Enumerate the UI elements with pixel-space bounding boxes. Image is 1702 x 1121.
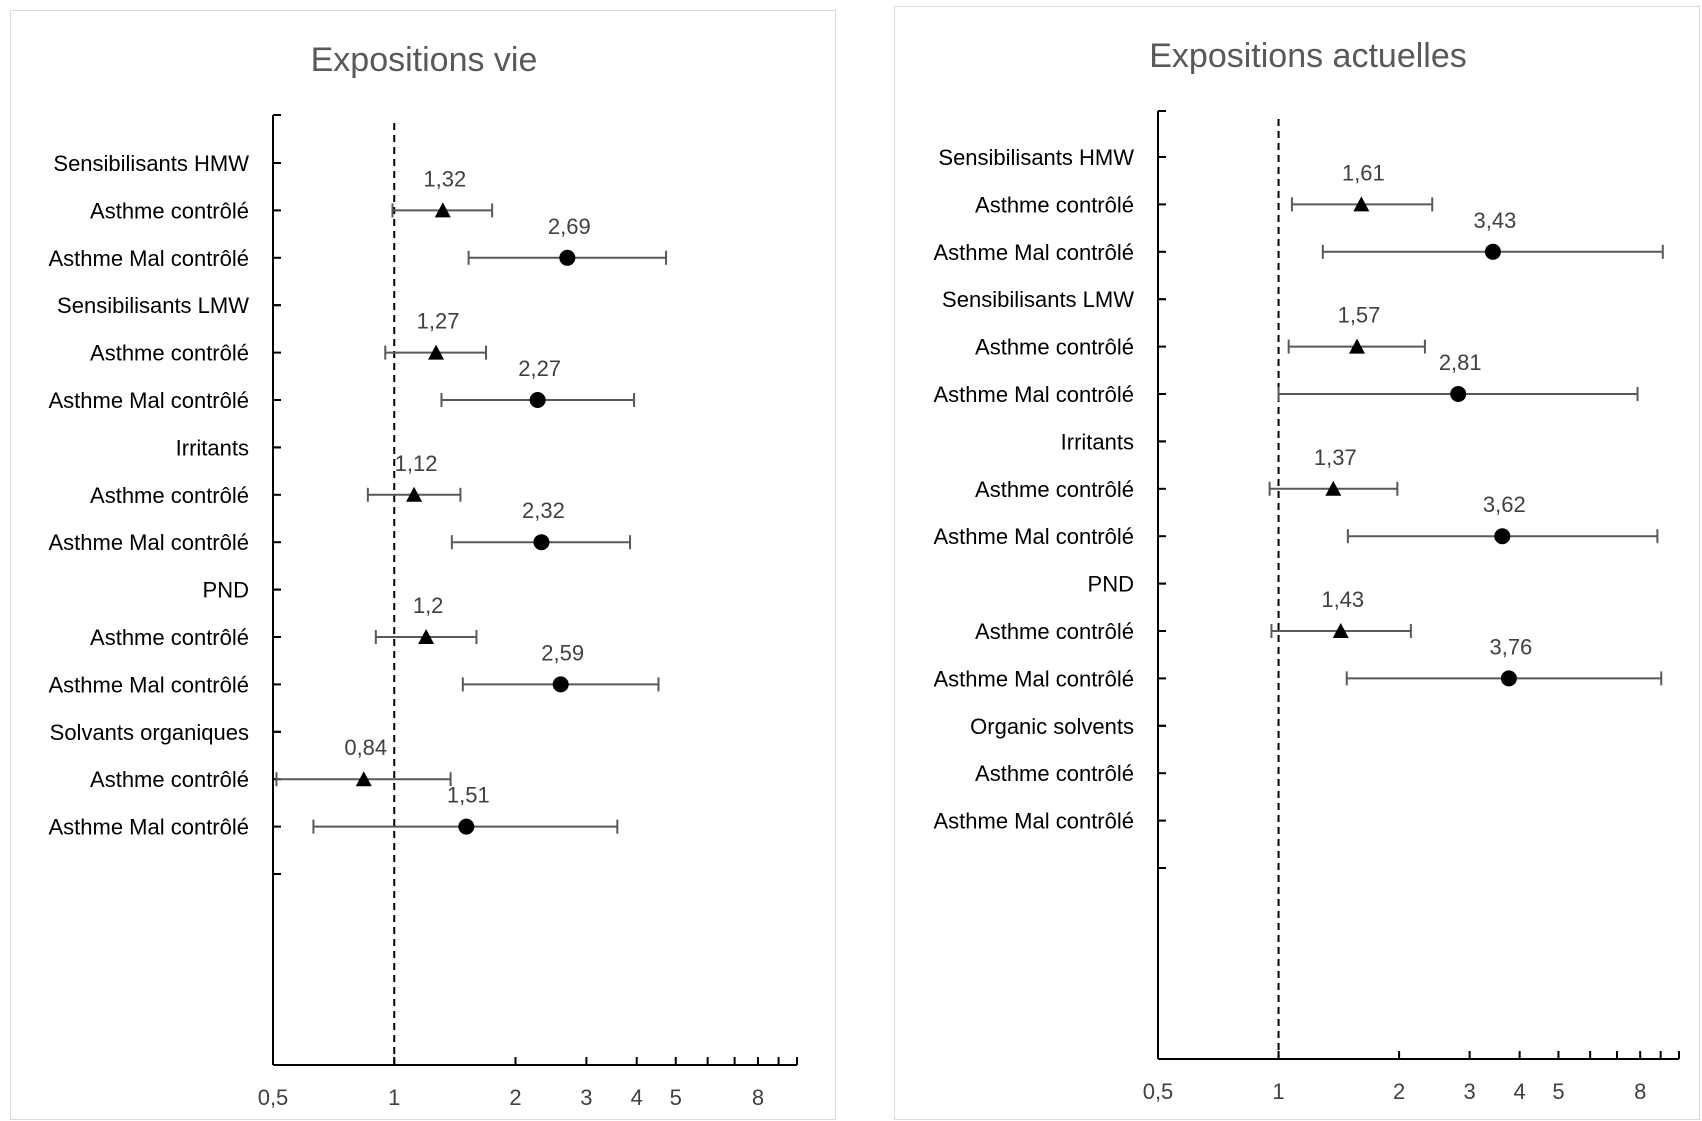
- data-label: 1,27: [417, 309, 460, 334]
- category-label: Asthme contrôlé: [975, 619, 1134, 644]
- circle-marker: [458, 818, 475, 835]
- circle-marker: [1494, 528, 1511, 545]
- data-label: 3,43: [1473, 208, 1516, 233]
- category-label: Asthme contrôlé: [90, 767, 249, 792]
- category-label: Solvants organiques: [50, 720, 249, 745]
- category-label: Asthme contrôlé: [975, 477, 1134, 502]
- category-label: Asthme Mal contrôlé: [48, 530, 249, 555]
- category-label: Asthme Mal contrôlé: [933, 382, 1134, 407]
- data-label: 1,61: [1342, 160, 1385, 185]
- data-label: 0,84: [344, 735, 387, 760]
- chart-title: Expositions actuelles: [1149, 37, 1467, 75]
- category-label: Asthme Mal contrôlé: [933, 666, 1134, 691]
- circle-marker: [533, 534, 550, 551]
- category-label: Asthme contrôlé: [975, 335, 1134, 360]
- x-tick-label: 5: [1552, 1079, 1564, 1104]
- category-label: Asthme contrôlé: [975, 192, 1134, 217]
- category-label: Organic solvents: [970, 714, 1134, 739]
- forest-plot-expositions-vie: Expositions vie Sensibilisants HMW Asthme …: [48, 41, 798, 1110]
- data-label: 2,59: [541, 640, 584, 665]
- data-label: 1,2: [413, 593, 444, 618]
- category-label: Asthme Mal contrôlé: [48, 246, 249, 271]
- data-label: 1,57: [1338, 303, 1381, 328]
- x-tick-label: 1: [388, 1085, 400, 1110]
- category-label: Asthme Mal contrôlé: [48, 815, 249, 840]
- x-tick-label: 3: [1463, 1079, 1475, 1104]
- category-label: Sensibilisants LMW: [57, 293, 249, 318]
- category-label: Irritants: [176, 435, 249, 460]
- x-tick-label: 8: [752, 1085, 764, 1110]
- triangle-marker: [1353, 196, 1370, 212]
- triangle-marker: [428, 344, 445, 360]
- forest-plot-expositions-actuelles: Expositions actuelles Sensibilisants HMW A…: [933, 37, 1680, 1104]
- triangle-marker: [1325, 480, 1342, 496]
- triangle-marker: [1332, 623, 1349, 638]
- data-label: 1,43: [1321, 587, 1364, 612]
- chart-expositions-actuelles: Expositions actuelles Sensibilisants HMW A…: [894, 6, 1700, 1120]
- triangle-marker: [1348, 338, 1365, 354]
- x-tick-label: 1: [1272, 1079, 1284, 1104]
- category-label: Asthme Mal contrôlé: [48, 388, 249, 413]
- category-label: PND: [203, 578, 249, 603]
- data-label: 1,32: [423, 166, 466, 191]
- circle-marker: [1450, 386, 1467, 402]
- x-tick-label: 4: [631, 1085, 643, 1110]
- category-label: Asthme contrôlé: [90, 198, 249, 223]
- category-label: Asthme Mal contrôlé: [48, 672, 249, 697]
- category-label: Asthme Mal contrôlé: [933, 240, 1134, 265]
- triangle-marker: [406, 486, 423, 502]
- x-tick-label: 8: [1634, 1079, 1646, 1104]
- circle-marker: [529, 392, 546, 408]
- circle-marker: [559, 249, 576, 266]
- x-tick-label: 2: [1393, 1079, 1405, 1104]
- circle-marker: [1484, 243, 1501, 260]
- circle-marker: [552, 676, 569, 693]
- category-label: Irritants: [1061, 429, 1134, 454]
- category-label: Sensibilisants HMW: [938, 145, 1134, 170]
- category-label: Asthme contrôlé: [90, 483, 249, 508]
- data-label: 1,51: [447, 783, 490, 808]
- triangle-marker: [355, 771, 372, 787]
- category-label: Sensibilisants HMW: [53, 151, 249, 176]
- data-label: 2,81: [1439, 350, 1482, 375]
- circle-marker: [1500, 670, 1517, 687]
- x-tick-label: 4: [1514, 1079, 1526, 1104]
- category-label: Sensibilisants LMW: [942, 287, 1134, 312]
- data-label: 2,27: [518, 356, 561, 381]
- category-label: Asthme contrôlé: [90, 341, 249, 366]
- triangle-marker: [418, 629, 435, 644]
- x-tick-label: 3: [580, 1085, 592, 1110]
- x-tick-label: 0,5: [258, 1085, 289, 1110]
- category-label: Asthme Mal contrôlé: [933, 524, 1134, 549]
- category-label: Asthme contrôlé: [90, 625, 249, 650]
- category-label: Asthme Mal contrôlé: [933, 809, 1134, 834]
- data-label: 1,12: [395, 451, 438, 476]
- x-tick-label: 0,5: [1143, 1079, 1174, 1104]
- data-label: 3,76: [1489, 634, 1532, 659]
- chart-expositions-vie: Expositions vie Sensibilisants HMW Asthme …: [10, 10, 836, 1120]
- data-label: 3,62: [1483, 492, 1526, 517]
- category-label: Asthme contrôlé: [975, 761, 1134, 786]
- chart-title: Expositions vie: [311, 41, 538, 79]
- data-label: 1,37: [1314, 445, 1357, 470]
- triangle-marker: [434, 202, 451, 218]
- x-tick-label: 5: [670, 1085, 682, 1110]
- data-label: 2,32: [522, 498, 565, 523]
- x-tick-label: 2: [509, 1085, 521, 1110]
- data-label: 2,69: [548, 214, 591, 239]
- category-label: PND: [1088, 572, 1134, 597]
